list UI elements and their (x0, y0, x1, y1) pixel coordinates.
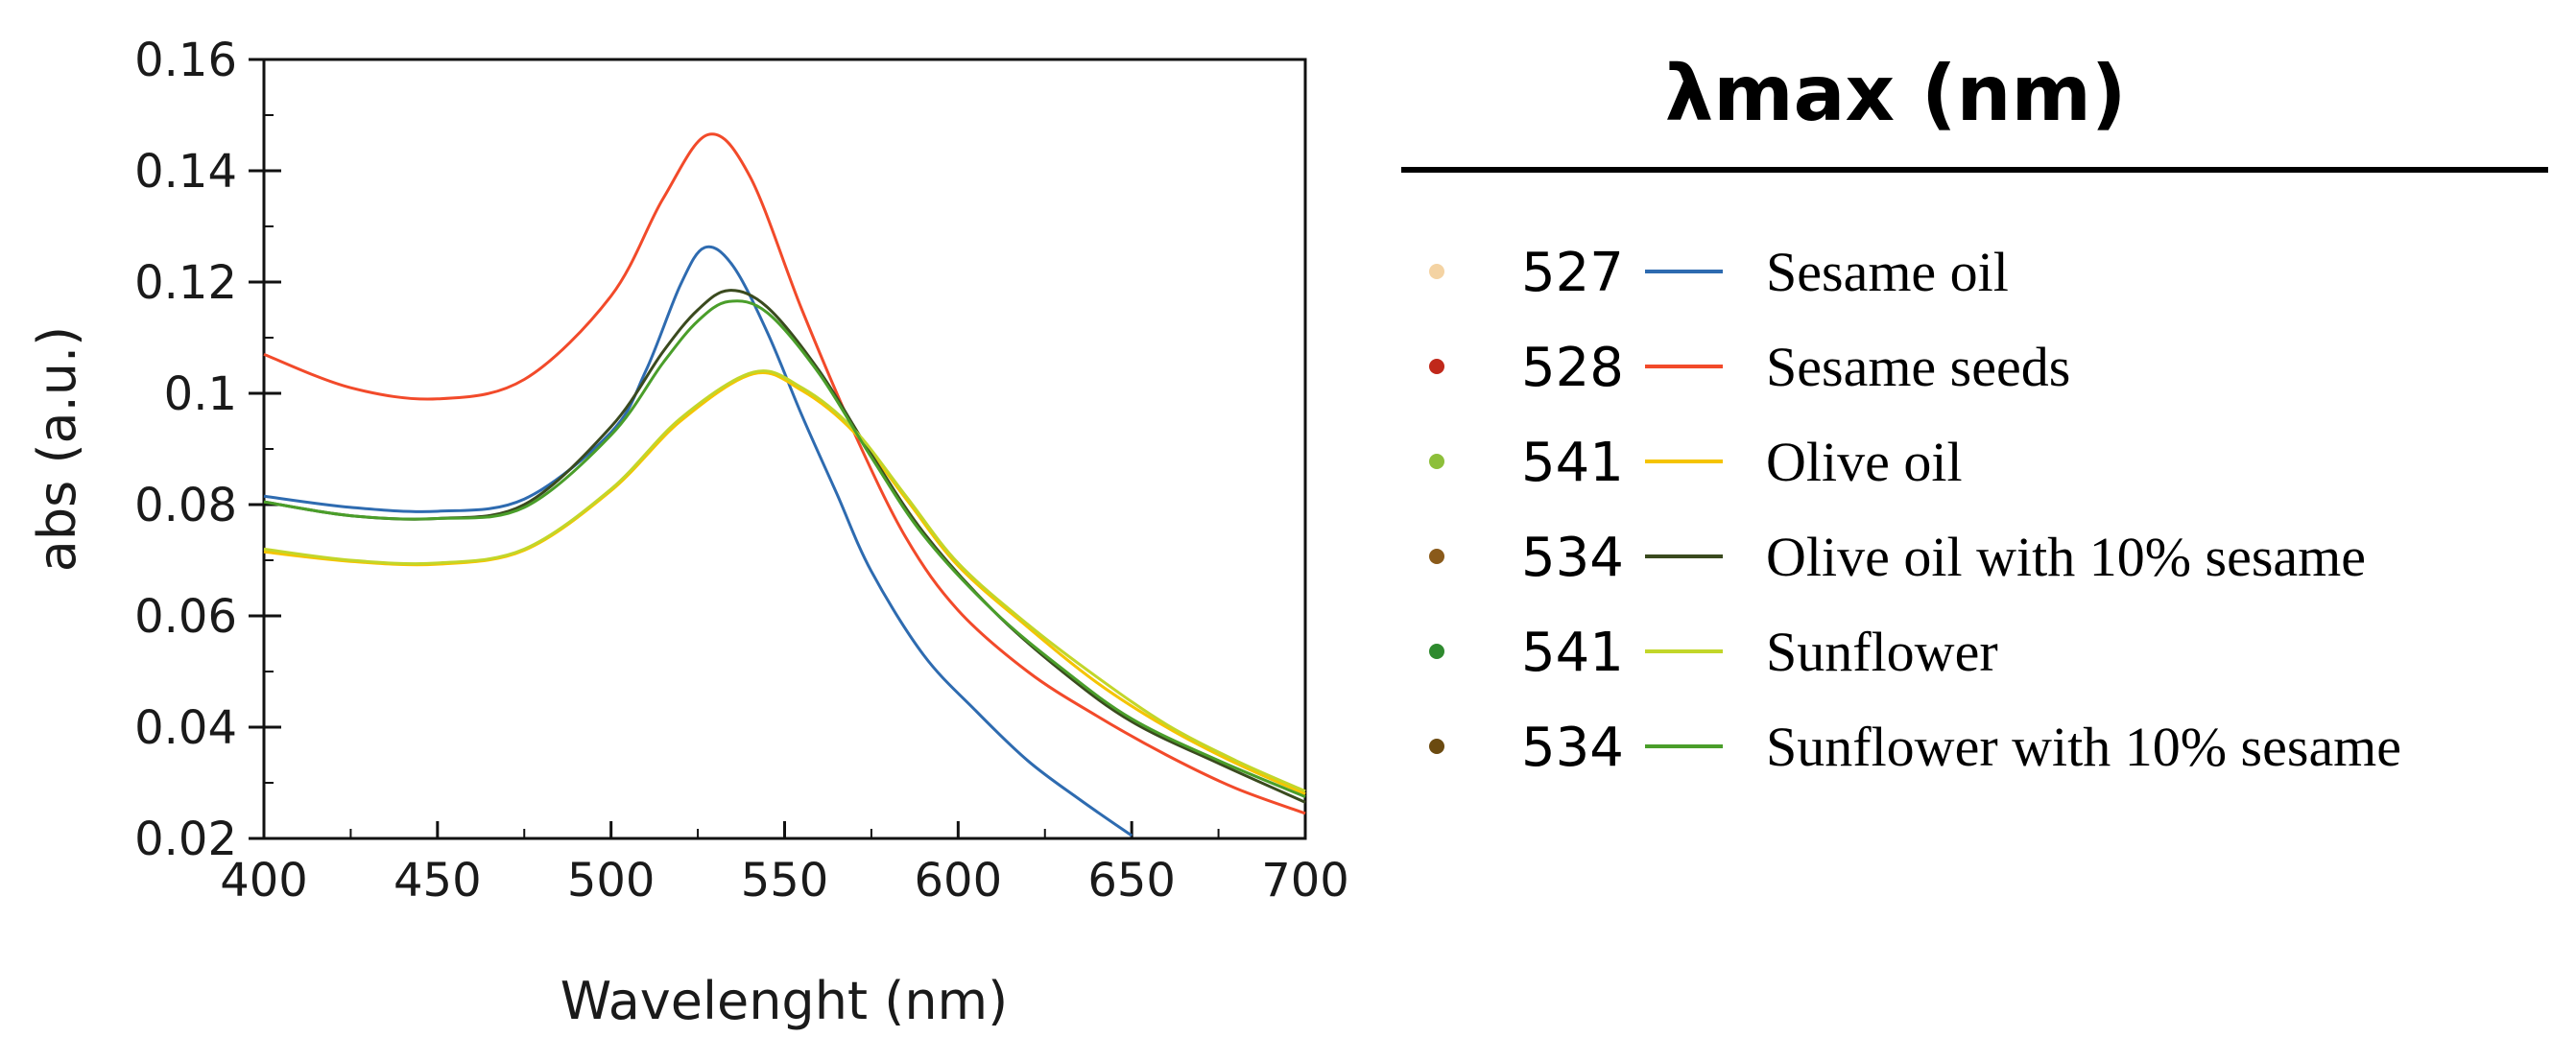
legend-marker-dot (1429, 549, 1444, 564)
x-tick-label: 700 (1261, 854, 1349, 908)
x-tick-label: 600 (915, 854, 1003, 908)
series-line-sesame-oil (263, 245, 1133, 837)
legend-label: Olive oil with 10% sesame (1766, 526, 2366, 588)
legend-marker-dot (1429, 264, 1444, 279)
legend-lambda-max: 541 (1521, 432, 1624, 494)
y-axis-title: abs (a.u.) (27, 326, 87, 572)
y-tick-label: 0.04 (134, 701, 237, 755)
legend-marker-dot (1429, 454, 1444, 469)
legend-marker-dot (1429, 644, 1444, 659)
legend-label: Sunflower (1766, 621, 1998, 683)
legend-label: Sesame oil (1766, 241, 2009, 303)
y-tick-label: 0.02 (134, 813, 237, 866)
legend-label: Sunflower with 10% sesame (1766, 716, 2401, 778)
y-tick-label: 0.06 (134, 590, 237, 644)
x-axis-title: Wavelenght (nm) (561, 971, 1008, 1031)
plot-frame (262, 58, 1307, 840)
series-line-sunflower (263, 369, 1306, 793)
legend-lambda-max: 534 (1521, 717, 1624, 779)
legend-lambda-max: 541 (1521, 622, 1624, 684)
legend-marker-dot (1429, 739, 1444, 754)
legend-marker-dot (1429, 359, 1444, 374)
series-line-olive-oil-with-10-sesame (263, 289, 1306, 804)
x-tick-label: 650 (1087, 854, 1176, 908)
y-tick-label: 0.16 (134, 34, 237, 87)
series-line-sunflower-with-10-sesame (263, 299, 1306, 798)
legend-label: Sesame seeds (1766, 336, 2070, 398)
legend-lambda-max: 534 (1521, 527, 1624, 589)
x-tick-label: 450 (394, 854, 482, 908)
series-line-sesame-seeds (263, 132, 1306, 815)
legend-label: Olive oil (1766, 431, 1963, 493)
x-tick-label: 500 (567, 854, 656, 908)
y-tick-label: 0.1 (164, 367, 237, 421)
legend-lambda-max: 527 (1521, 242, 1624, 304)
x-tick-label: 400 (220, 854, 308, 908)
y-tick-label: 0.14 (134, 145, 237, 199)
x-tick-label: 550 (741, 854, 829, 908)
y-tick-label: 0.12 (134, 256, 237, 310)
y-tick-label: 0.08 (134, 479, 237, 532)
legend-lambda-max: 528 (1521, 337, 1624, 399)
legend-title: λmax (nm) (1665, 49, 2127, 138)
